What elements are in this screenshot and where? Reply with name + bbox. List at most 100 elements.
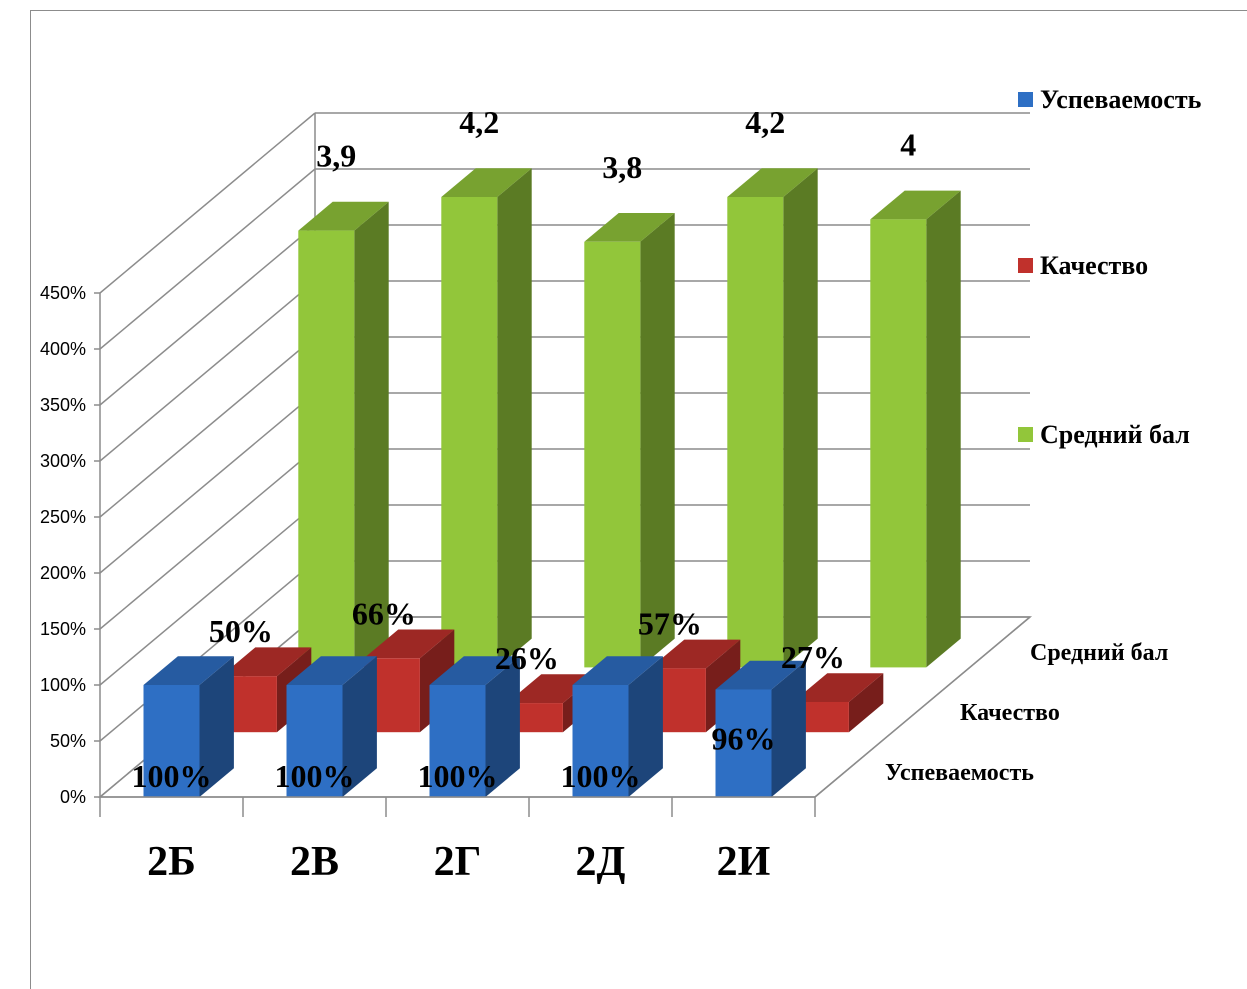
bar-1-2Б (143, 656, 234, 797)
depth-tick-label: Качество (960, 700, 1060, 726)
data-label-1-2Б: 100% (132, 758, 212, 794)
data-label-2-2В: 66% (352, 595, 416, 631)
bar-top (727, 168, 818, 197)
x-tick-label: 2И (717, 839, 771, 885)
x-tick-label: 2Б (147, 839, 196, 885)
data-label-2-2Б: 50% (209, 613, 273, 649)
bar-top (715, 660, 806, 690)
legend-item: Качество (1018, 251, 1148, 280)
y-tick-label: 350% (40, 395, 86, 415)
bar-front (584, 241, 641, 668)
bar-1-2Д (572, 656, 663, 797)
data-label-2-2Г: 26% (495, 640, 559, 676)
side-wall-gridline (99, 224, 316, 406)
bar-top (286, 656, 377, 685)
data-label-2-2Д: 57% (638, 605, 702, 641)
y-tick-label: 50% (50, 731, 86, 751)
bar-side (771, 660, 806, 797)
y-tick-label: 400% (40, 339, 86, 359)
data-label-2-2И: 27% (781, 639, 845, 675)
y-tick-label: 300% (40, 451, 86, 471)
bar-2-2И (792, 673, 884, 733)
legend-swatch (1018, 258, 1033, 273)
legend-label: Успеваемость (1040, 85, 1202, 114)
bar-front (298, 230, 355, 668)
y-axis: 0% 50% 100% 150% 200% 250% 300% 350% 400% 450% (40, 283, 101, 807)
y-tick-label: 200% (40, 563, 86, 583)
data-label-3-2Б: 3,9 (316, 138, 356, 174)
data-label-1-2Д: 100% (561, 758, 641, 794)
side-wall-gridline (99, 336, 316, 518)
bar-front (286, 685, 343, 797)
bar-top (572, 656, 663, 685)
depth-axis-line (814, 616, 1031, 798)
legend-item: Успеваемость (1018, 85, 1202, 114)
bar-1-2И (715, 660, 806, 797)
bar-top (429, 656, 520, 685)
bar-side (640, 213, 675, 668)
data-label-3-2В: 4,2 (459, 104, 499, 140)
bar-side (926, 190, 961, 668)
value-labels: 3,9 4,2 3,8 4,2 4 50% 66% 26% 57% 27% 100% 100% 100%… (132, 104, 917, 794)
bar-3-2И (870, 190, 961, 668)
bar-side (628, 656, 663, 797)
bar-side (783, 168, 818, 668)
bar-front (429, 685, 486, 797)
side-wall-gridline (99, 168, 316, 350)
bar-front (870, 219, 927, 668)
legend: Успеваемость Качество Средний бал (1018, 85, 1202, 449)
bar-3-2Б (298, 201, 389, 668)
data-label-1-2Г: 100% (418, 758, 498, 794)
bar-top (298, 201, 389, 231)
bar-top (143, 656, 234, 685)
bar-top (363, 629, 455, 659)
bar-side (199, 656, 234, 797)
bar-side (354, 201, 389, 668)
data-label-3-2Г: 3,8 (602, 149, 642, 185)
side-wall-gridline (99, 280, 316, 462)
legend-label: Средний бал (1040, 420, 1190, 449)
data-label-3-2И: 4 (900, 126, 916, 162)
x-tick-label: 2Д (576, 839, 626, 885)
bar-side (848, 673, 884, 733)
bar-top (649, 639, 741, 669)
legend-item: Средний бал (1018, 420, 1190, 449)
bar-top (870, 190, 961, 220)
bar-top (506, 674, 598, 704)
bars (143, 168, 961, 797)
bar-side (485, 656, 520, 797)
y-tick-label: 100% (40, 675, 86, 695)
legend-swatch (1018, 92, 1033, 107)
depth-tick-label: Успеваемость (885, 760, 1034, 786)
bar-top (441, 168, 532, 197)
depth-axis: Успеваемость Качество Средний бал (814, 616, 1168, 798)
x-tick-label: 2Г (434, 839, 482, 885)
bar-front (572, 685, 629, 797)
bar-3-2Д (727, 168, 818, 668)
y-tick-label: 450% (40, 283, 86, 303)
x-tick-label: 2В (290, 839, 339, 885)
bar-top (792, 673, 884, 702)
bar-1-2В (286, 656, 377, 797)
bar-front (143, 685, 200, 797)
bar-front (715, 689, 772, 797)
bar-top (220, 647, 312, 677)
side-wall-gridline (99, 448, 316, 630)
side-wall-gridline (99, 560, 316, 742)
side-wall-gridline (99, 392, 316, 574)
chart-frame (30, 10, 1247, 989)
side-wall-gridline (99, 112, 316, 294)
bar-3-2В (441, 168, 532, 668)
data-label-1-2И: 96% (712, 720, 776, 756)
side-wall-gridline (99, 504, 316, 686)
y-tick-label: 250% (40, 507, 86, 527)
bar-3-2Г (584, 213, 675, 668)
bar-side (342, 656, 377, 797)
bar-top (584, 213, 675, 242)
legend-label: Качество (1040, 251, 1148, 280)
y-tick-label: 0% (60, 787, 86, 807)
data-label-1-2В: 100% (275, 758, 355, 794)
x-axis: 2Б 2В 2Г 2Д 2И (99, 796, 816, 885)
bar-front (441, 197, 498, 668)
